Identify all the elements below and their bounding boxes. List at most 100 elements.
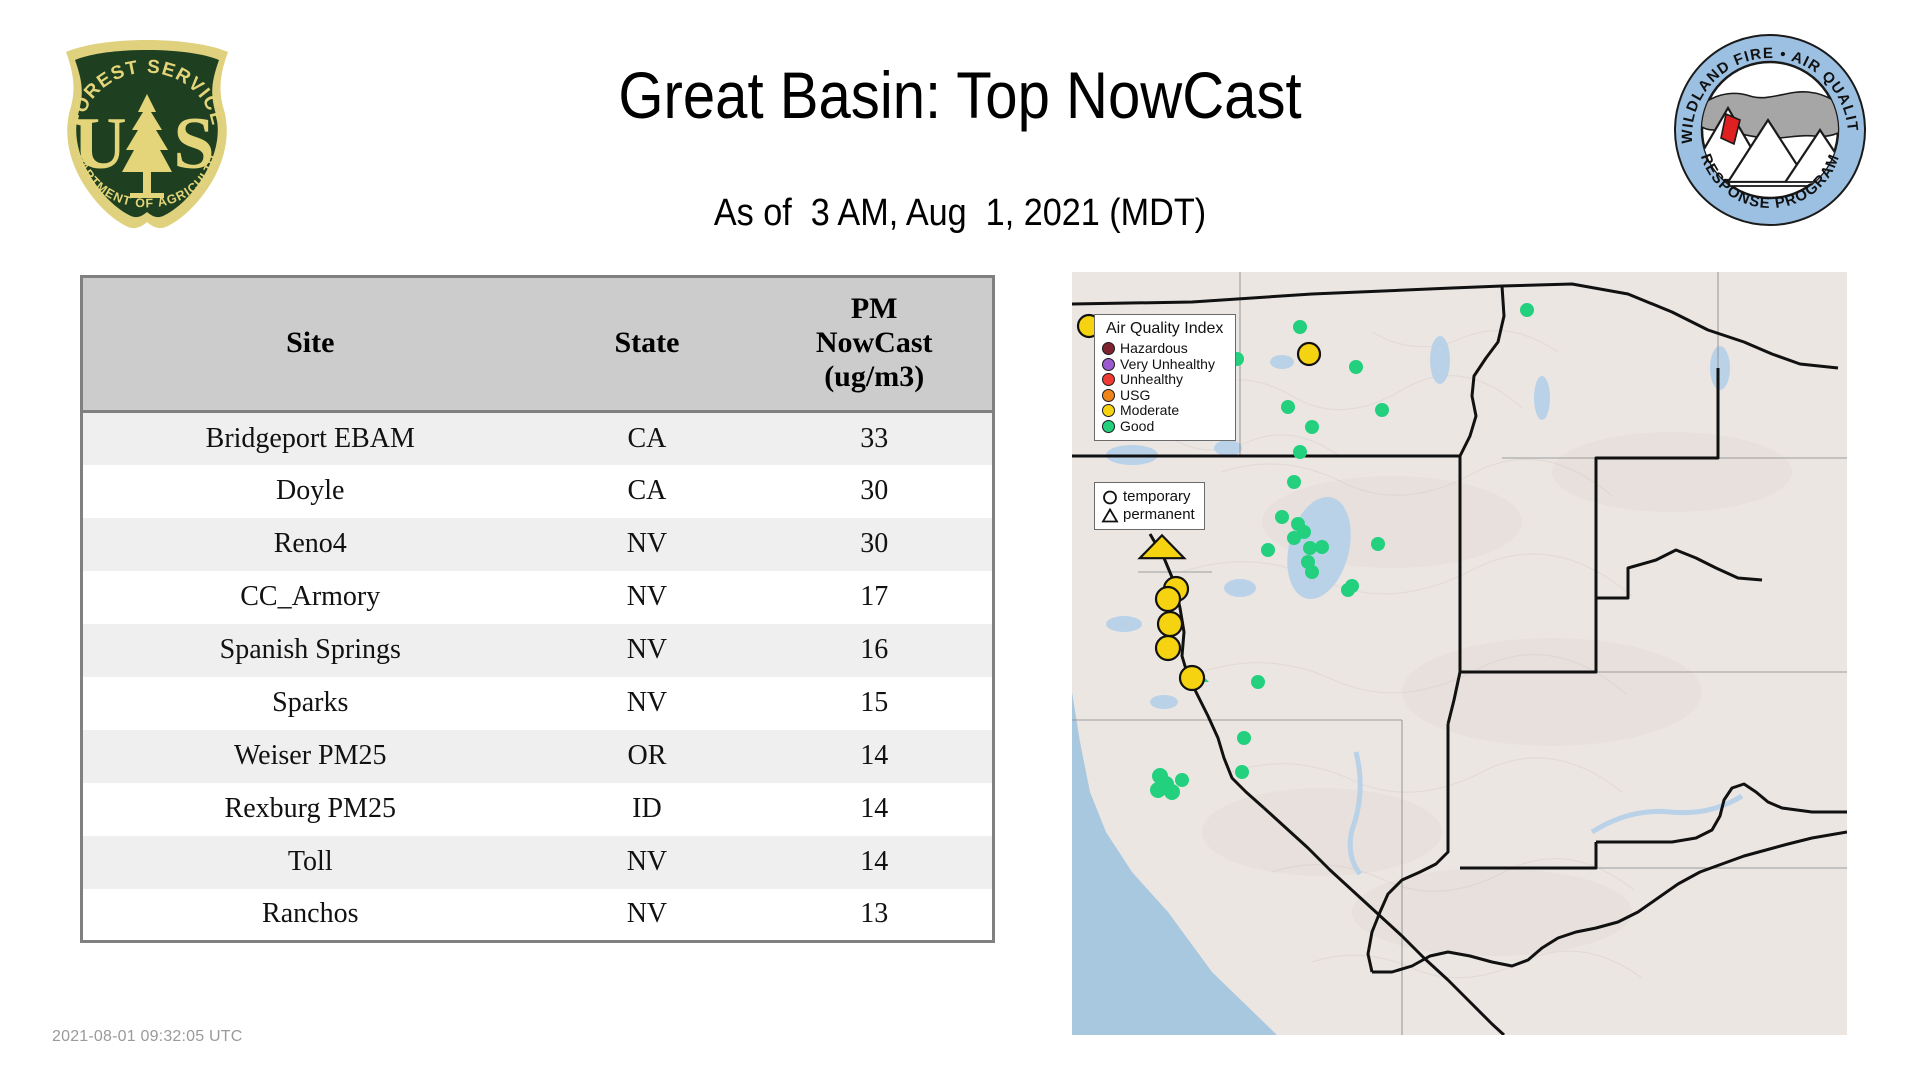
table-row: Weiser PM25 OR 14	[81, 729, 994, 783]
site-cell: Bridgeport EBAM	[205, 422, 415, 454]
table-body: Bridgeport EBAM CA 33 Doyle CA 30 Reno4 NV 30 CC_…	[81, 411, 994, 942]
aqi-color-swatch	[1102, 419, 1115, 433]
site-type-legend: temporary permanent	[1094, 482, 1205, 530]
monitor-marker-temporary[interactable]	[1178, 664, 1206, 692]
column-header-site: Site	[81, 276, 538, 413]
air-quality-map[interactable]: Air Quality Index Hazardous Very Unhealth…	[1072, 272, 1847, 1035]
state-cell: NV	[626, 581, 668, 612]
monitor-marker-temporary[interactable]	[1293, 320, 1307, 334]
monitor-marker-temporary[interactable]	[1237, 731, 1251, 745]
wfaqrp-logo: WILDLAND FIRE • AIR QUALITY RESPONSE PRO…	[1672, 32, 1866, 226]
monitor-marker-temporary[interactable]	[1371, 537, 1385, 551]
usfs-logo: FOREST SERVICE U S DEPARTMENT OF AGRICUL…	[52, 32, 228, 229]
pm-cell: 33	[860, 422, 889, 454]
monitor-marker-temporary[interactable]	[1154, 634, 1182, 662]
ground-line-1	[1702, 181, 1838, 187]
monitor-marker-temporary[interactable]	[1150, 782, 1166, 798]
table-row: CC_Armory NV 17	[81, 570, 994, 624]
monitor-marker-temporary[interactable]	[1175, 773, 1189, 787]
flame-marker	[1720, 112, 1741, 146]
nowcast-table: Site State PM NowCast (ug/m3) Bridgeport…	[80, 275, 995, 943]
table-header: Site State PM NowCast (ug/m3)	[81, 276, 994, 413]
table-row: Sparks NV 15	[81, 676, 994, 730]
monitor-marker-temporary[interactable]	[1275, 510, 1289, 524]
monitor-marker-temporary[interactable]	[1235, 765, 1249, 779]
pm-header-line3: (ug/m3)	[824, 360, 925, 393]
aqi-legend-label: Very Unhealthy	[1120, 355, 1215, 372]
monitor-marker-temporary[interactable]	[1156, 610, 1184, 638]
monitor-marker-temporary[interactable]	[1287, 475, 1301, 489]
state-cell: CA	[627, 422, 667, 454]
site-type-permanent-label: permanent	[1123, 506, 1195, 523]
monitor-marker-temporary[interactable]	[1296, 341, 1322, 367]
aqi-legend-item: Hazardous	[1102, 341, 1227, 357]
monitor-marker-temporary[interactable]	[1305, 420, 1319, 434]
table-row: Toll NV 14	[81, 835, 994, 889]
pm-cell: 30	[860, 528, 889, 559]
pm-cell: 14	[860, 740, 889, 771]
monitor-marker-temporary[interactable]	[1164, 784, 1180, 800]
site-type-permanent: permanent	[1101, 506, 1195, 524]
state-cell: NV	[626, 634, 668, 665]
monitor-marker-temporary[interactable]	[1281, 400, 1295, 414]
pm-cell: 16	[860, 634, 889, 665]
monitor-marker-temporary[interactable]	[1315, 540, 1329, 554]
usfs-letter-s: S	[173, 103, 214, 185]
state-cell: ID	[632, 793, 662, 824]
column-header-state: State	[537, 276, 757, 413]
table-row: Spanish Springs NV 16	[81, 623, 994, 677]
site-cell: Spanish Springs	[219, 634, 401, 665]
aqi-legend-item: Good	[1102, 417, 1227, 435]
monitor-marker-temporary[interactable]	[1293, 445, 1307, 459]
aqi-legend-label: Hazardous	[1120, 340, 1188, 357]
page-subtitle: As of 3 AM, Aug 1, 2021 (MDT)	[713, 192, 1207, 234]
monitor-marker-temporary[interactable]	[1303, 541, 1317, 555]
table-row: Bridgeport EBAM CA 33	[81, 411, 994, 465]
aqi-color-swatch	[1102, 342, 1115, 356]
aqi-legend-title: Air Quality Index	[1106, 320, 1224, 337]
monitor-marker-temporary[interactable]	[1287, 531, 1301, 545]
generation-timestamp: 2021-08-01 09:32:05 UTC	[52, 1028, 243, 1045]
aqi-color-swatch	[1102, 388, 1115, 402]
state-cell: NV	[626, 528, 668, 559]
site-cell: Rexburg PM25	[224, 793, 396, 824]
pm-cell: 13	[860, 898, 889, 930]
monitor-marker-temporary[interactable]	[1520, 303, 1534, 317]
monitor-marker-temporary[interactable]	[1261, 543, 1275, 557]
aqi-legend-item: USG	[1102, 386, 1227, 404]
monitor-marker-temporary[interactable]	[1251, 675, 1265, 689]
site-cell: CC_Armory	[240, 581, 381, 612]
site-type-temporary: temporary	[1101, 488, 1195, 506]
circle-icon	[1103, 490, 1117, 504]
monitor-marker-temporary[interactable]	[1375, 403, 1389, 417]
state-cell: NV	[626, 687, 668, 718]
state-cell: CA	[627, 475, 667, 506]
table-row: Ranchos NV 13	[81, 888, 994, 942]
monitor-marker-temporary[interactable]	[1341, 583, 1355, 597]
monitor-marker-permanent[interactable]	[1137, 533, 1187, 560]
site-cell: Sparks	[272, 687, 349, 718]
aqi-legend-label: Good	[1120, 417, 1155, 434]
monitor-marker-temporary[interactable]	[1305, 565, 1319, 579]
pm-cell: 30	[860, 475, 889, 506]
monitor-marker-temporary[interactable]	[1349, 360, 1363, 374]
table-row: Rexburg PM25 ID 14	[81, 782, 994, 836]
pm-cell: 17	[860, 581, 889, 612]
aqi-legend: Air Quality Index Hazardous Very Unhealth…	[1094, 314, 1237, 441]
usfs-letter-u: U	[73, 103, 126, 185]
state-cell: NV	[626, 898, 668, 930]
aqi-legend-label: USG	[1120, 386, 1151, 403]
pm-cell: 14	[860, 846, 889, 877]
table-row: Reno4 NV 30	[81, 517, 994, 571]
site-type-temporary-label: temporary	[1123, 488, 1191, 505]
site-cell: Doyle	[276, 475, 345, 506]
page-title: Great Basin: Top NowCast	[618, 58, 1302, 132]
terrain-ridges	[1202, 432, 1792, 956]
pm-header-line1: PM	[850, 292, 898, 325]
site-cell: Reno4	[273, 528, 347, 559]
aqi-legend-item: Moderate	[1102, 403, 1227, 419]
monitor-marker-temporary[interactable]	[1154, 585, 1182, 613]
pine-tree-icon	[122, 94, 172, 198]
state-cell: NV	[626, 846, 668, 877]
